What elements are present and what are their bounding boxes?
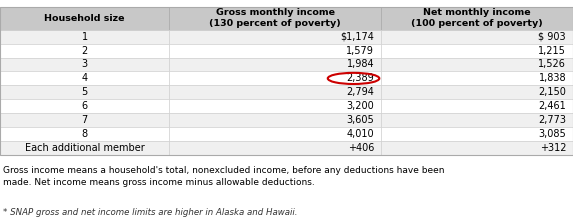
Text: 4: 4 xyxy=(81,73,88,83)
Bar xyxy=(0,113,169,127)
Bar xyxy=(0,7,573,155)
Text: 1,215: 1,215 xyxy=(538,46,566,55)
Text: 3: 3 xyxy=(81,59,88,70)
Bar xyxy=(169,85,381,99)
Text: $1,174: $1,174 xyxy=(340,32,374,42)
Bar xyxy=(381,7,573,30)
Bar xyxy=(0,7,169,30)
Text: 2,461: 2,461 xyxy=(539,101,566,111)
Bar xyxy=(381,72,573,85)
Text: 3,605: 3,605 xyxy=(347,115,374,125)
Text: 7: 7 xyxy=(81,115,88,125)
Text: 1: 1 xyxy=(81,32,88,42)
Text: +312: +312 xyxy=(540,143,566,153)
Bar xyxy=(0,141,169,155)
Bar xyxy=(0,85,169,99)
Text: $ 903: $ 903 xyxy=(539,32,566,42)
Bar xyxy=(169,72,381,85)
Bar xyxy=(381,113,573,127)
Bar xyxy=(169,57,381,72)
Bar xyxy=(381,85,573,99)
Bar xyxy=(0,44,169,57)
Text: 6: 6 xyxy=(81,101,88,111)
Text: 1,526: 1,526 xyxy=(538,59,566,70)
Text: 8: 8 xyxy=(81,129,88,139)
Bar xyxy=(169,44,381,57)
Text: 2,773: 2,773 xyxy=(538,115,566,125)
Text: Net monthly income
(100 percent of poverty): Net monthly income (100 percent of pover… xyxy=(411,8,543,28)
Text: Gross monthly income
(130 percent of poverty): Gross monthly income (130 percent of pov… xyxy=(209,8,341,28)
Text: 2,150: 2,150 xyxy=(538,87,566,97)
Text: 3,200: 3,200 xyxy=(347,101,374,111)
Text: 2,389: 2,389 xyxy=(347,73,374,83)
Text: 4,010: 4,010 xyxy=(347,129,374,139)
Bar xyxy=(169,113,381,127)
Bar xyxy=(0,72,169,85)
Bar xyxy=(0,57,169,72)
Bar xyxy=(169,7,381,30)
Bar xyxy=(0,127,169,141)
Bar xyxy=(169,30,381,44)
Bar xyxy=(381,57,573,72)
Text: 5: 5 xyxy=(81,87,88,97)
Text: Gross income means a household's total, nonexcluded income, before any deduction: Gross income means a household's total, … xyxy=(3,166,445,187)
Bar xyxy=(381,30,573,44)
Text: * SNAP gross and net income limits are higher in Alaska and Hawaii.: * SNAP gross and net income limits are h… xyxy=(3,208,297,217)
Bar xyxy=(169,141,381,155)
Text: 3,085: 3,085 xyxy=(539,129,566,139)
Bar xyxy=(169,99,381,113)
Text: 1,838: 1,838 xyxy=(539,73,566,83)
Bar xyxy=(0,30,169,44)
Bar xyxy=(381,141,573,155)
Bar xyxy=(169,127,381,141)
Bar xyxy=(381,99,573,113)
Text: Each additional member: Each additional member xyxy=(25,143,144,153)
Bar xyxy=(381,127,573,141)
Bar xyxy=(381,44,573,57)
Text: 1,579: 1,579 xyxy=(346,46,374,55)
Text: 2,794: 2,794 xyxy=(346,87,374,97)
Bar xyxy=(0,99,169,113)
Text: Household size: Household size xyxy=(44,14,125,23)
Text: +406: +406 xyxy=(348,143,374,153)
Text: 2: 2 xyxy=(81,46,88,55)
Text: 1,984: 1,984 xyxy=(347,59,374,70)
